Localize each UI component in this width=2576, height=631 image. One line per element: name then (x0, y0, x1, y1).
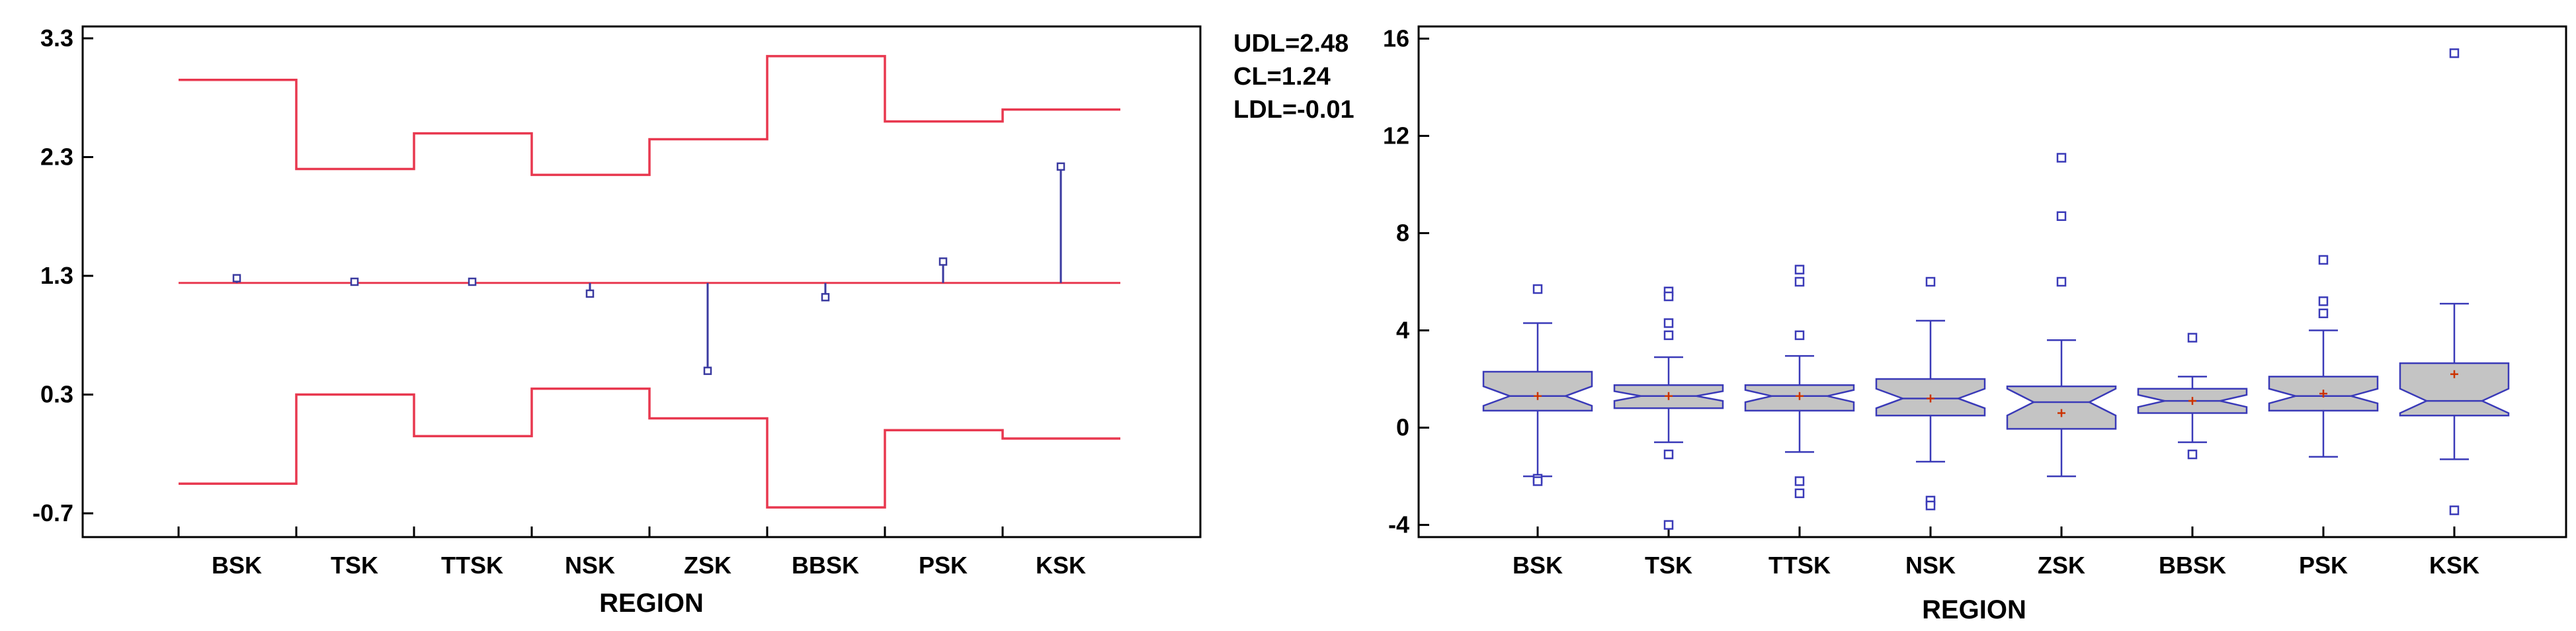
box-y-tick-label: -4 (1388, 511, 1409, 538)
box-outlier (2187, 333, 2198, 343)
udl-label: UDL=2.48 (1233, 30, 1349, 58)
mean-point (585, 289, 595, 298)
mean-point (350, 277, 359, 286)
anom-y-tick-label: 2.3 (40, 143, 73, 170)
box-outlier (2056, 153, 2067, 163)
anom-x-tick-label: KSK (1036, 552, 1086, 579)
anom-x-tick-label: NSK (565, 552, 615, 579)
box-x-tick-label: ZSK (2038, 552, 2085, 579)
anom-x-tick-label: BSK (212, 552, 262, 579)
box-outlier (1532, 476, 1543, 486)
anom-y-tick-label: 1.3 (40, 262, 73, 289)
box-outlier (1663, 520, 1674, 530)
box-outlier (2449, 505, 2460, 515)
box (2006, 385, 2117, 430)
box-x-tick-label: PSK (2299, 552, 2348, 579)
box-outlier (1663, 291, 1674, 302)
box (2399, 362, 2510, 417)
box-outlier (1925, 276, 1936, 287)
box-x-tick-label: BBSK (2159, 552, 2226, 579)
box-x-axis: BSK TSK TTSK NSK ZSK BBSK PSK KSK (1513, 526, 2479, 579)
box (1482, 370, 1593, 412)
box-outlier (2318, 296, 2329, 306)
box-outlier (1663, 330, 1674, 341)
box-outlier (1663, 449, 1674, 460)
box-y-tick-label: 0 (1396, 414, 1409, 441)
anom-x-tick-label: BBSK (792, 552, 859, 579)
anom-y-tick-label: 0.3 (40, 381, 73, 408)
box-plot-frame (1417, 25, 2567, 538)
anom-x-tick-label: TSK (331, 552, 378, 579)
box-x-axis-title: REGION (1922, 595, 2026, 624)
anom-x-tick-label: ZSK (684, 552, 731, 579)
anom-x-tick-label: PSK (919, 552, 968, 579)
box-outlier (1794, 276, 1805, 287)
box-outlier (1794, 330, 1805, 341)
box-y-tick-label: 12 (1383, 122, 1409, 149)
box-outlier (2056, 211, 2067, 221)
box-outlier (1794, 476, 1805, 486)
mean-point (232, 274, 241, 282)
ldl-label: LDL=-0.01 (1233, 96, 1354, 124)
box-y-tick-label: 16 (1383, 24, 1409, 52)
box-outlier (2318, 308, 2329, 319)
mean-point (468, 277, 477, 286)
box-x-tick-label: NSK (1905, 552, 1956, 579)
box-outlier (2318, 255, 2329, 265)
mean-point (703, 366, 712, 375)
anom-y-tick-label: 3.3 (40, 24, 73, 52)
box-x-tick-label: TSK (1645, 552, 1692, 579)
box-x-tick-label: BSK (1513, 552, 1563, 579)
box-outlier (1663, 318, 1674, 328)
box-x-tick-label: KSK (2429, 552, 2479, 579)
cl-label: CL=1.24 (1233, 63, 1331, 91)
box-outlier (1794, 488, 1805, 499)
mean-point (938, 257, 948, 266)
analysis-of-means-chart: 3.3 2.3 1.3 0.3 -0.7 BSK TSK TTSK NSK ZSK BBSK PSK… (32, 24, 1354, 618)
anom-x-tick-label: TTSK (441, 552, 503, 579)
box-outlier (2449, 48, 2460, 58)
box-x-tick-label: TTSK (1768, 552, 1831, 579)
mean-point (1056, 162, 1065, 171)
box-plot-chart: 16 12 8 4 0 -4 BSK TSK TTSK NSK ZSK BBSK PSK KSK REG… (1383, 24, 2567, 624)
anom-y-axis: 3.3 2.3 1.3 0.3 -0.7 (32, 24, 93, 526)
mean-point (821, 293, 830, 302)
box-outlier (2056, 276, 2067, 287)
box-outlier (1532, 284, 1543, 294)
upper-decision-limit (179, 55, 1120, 177)
anom-x-axis: BSK TSK TTSK NSK ZSK BBSK PSK KSK (177, 526, 1086, 579)
box-series (1482, 48, 2510, 530)
anom-plot-frame (81, 25, 1202, 538)
box-outlier (1925, 500, 1936, 511)
box-outlier (1794, 265, 1805, 274)
anom-y-tick-label: -0.7 (32, 499, 73, 526)
box-outlier (2187, 449, 2198, 460)
anom-series (179, 55, 1120, 509)
box-y-tick-label: 4 (1396, 317, 1409, 344)
anom-x-axis-title: REGION (599, 589, 704, 618)
box-y-axis: 16 12 8 4 0 -4 (1383, 24, 1429, 538)
lower-decision-limit (179, 387, 1120, 509)
box-y-tick-label: 8 (1396, 219, 1409, 246)
